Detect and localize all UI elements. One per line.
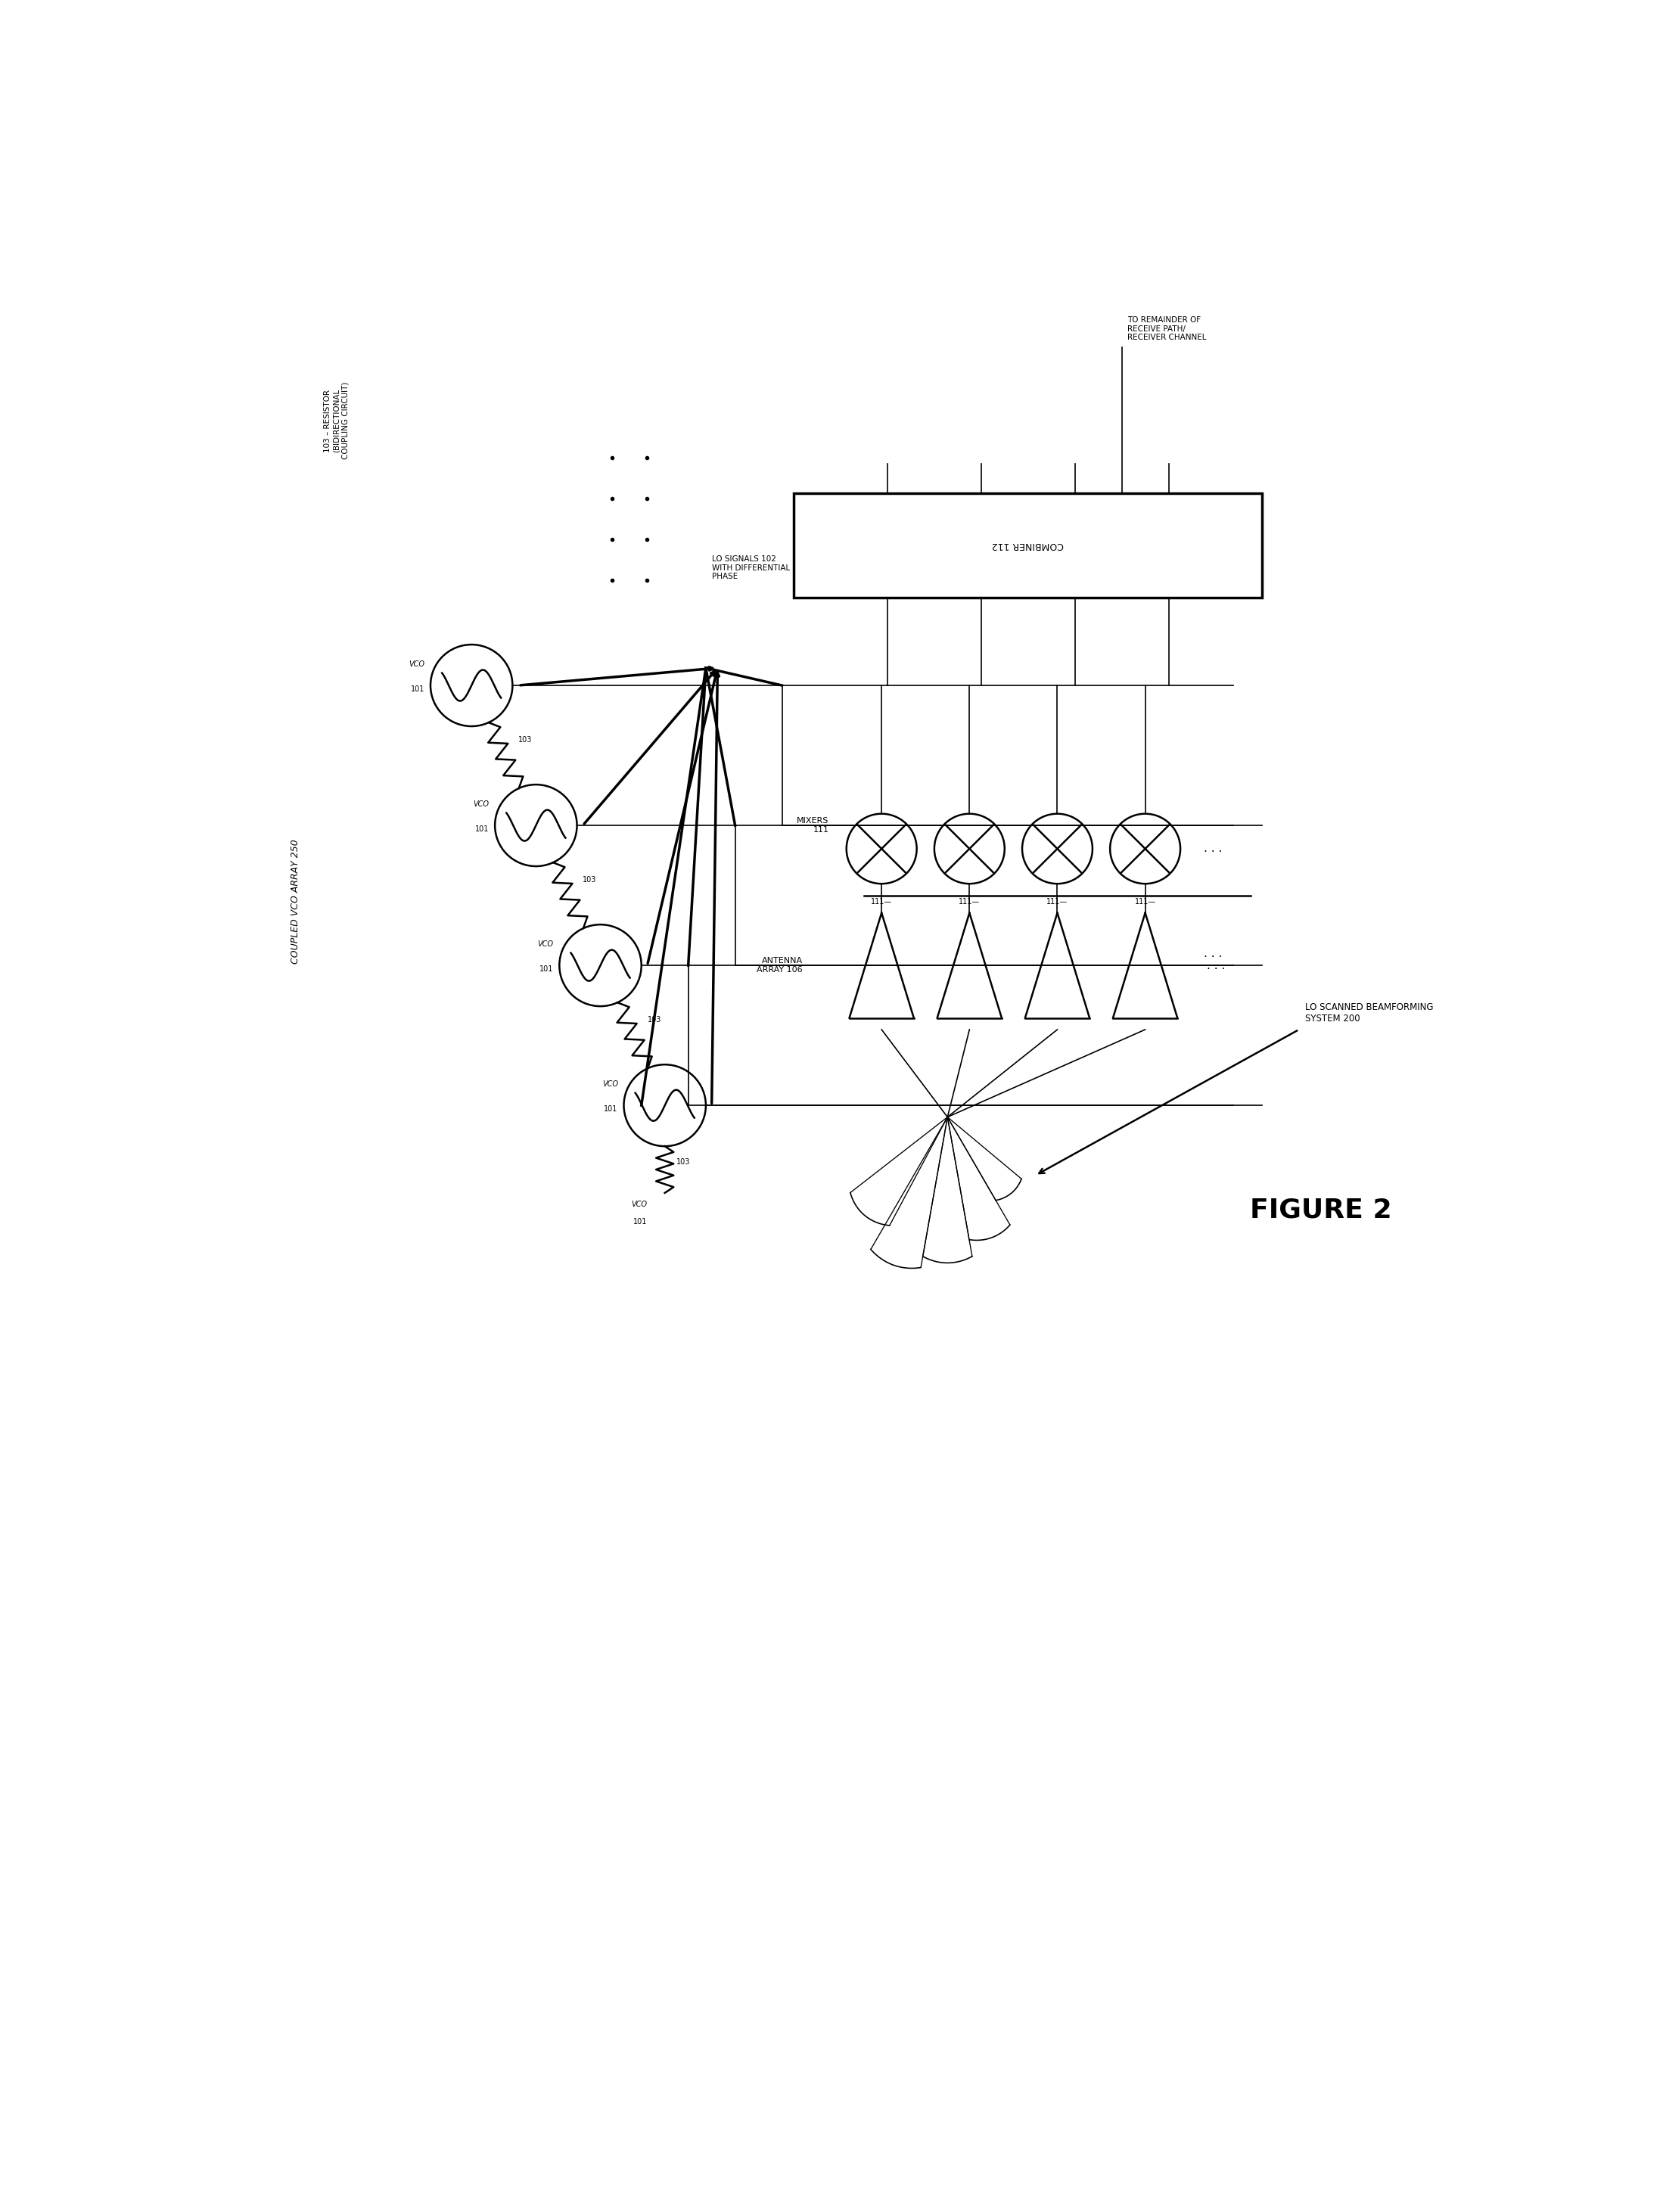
Text: 103: 103 (582, 876, 597, 885)
Bar (793, 493, 1262, 597)
Text: COUPLED VCO ARRAY 250: COUPLED VCO ARRAY 250 (291, 838, 301, 964)
Text: . . .: . . . (1207, 960, 1226, 971)
Text: 111—: 111— (960, 898, 980, 907)
Text: VCO: VCO (409, 661, 424, 668)
Text: MIXERS
111: MIXERS 111 (797, 816, 828, 834)
Text: LO SIGNALS 102
WITH DIFFERENTIAL
PHASE: LO SIGNALS 102 WITH DIFFERENTIAL PHASE (712, 555, 790, 580)
Text: 103: 103 (519, 737, 532, 743)
Text: 103: 103 (647, 1015, 662, 1024)
Text: 111—: 111— (1046, 898, 1068, 907)
Text: VCO: VCO (474, 801, 489, 807)
Text: 101: 101 (539, 964, 554, 973)
Text: COMBINER 112: COMBINER 112 (993, 540, 1064, 551)
Text: . . .: . . . (1204, 843, 1222, 854)
Text: FIGURE 2: FIGURE 2 (1251, 1197, 1392, 1223)
Text: 101: 101 (476, 825, 489, 834)
Text: . . .: . . . (1204, 949, 1222, 960)
Text: VCO: VCO (632, 1201, 647, 1208)
Text: 101: 101 (411, 686, 424, 692)
Text: 101: 101 (634, 1219, 647, 1225)
Text: VCO: VCO (537, 940, 554, 949)
Text: 111—: 111— (1134, 898, 1156, 907)
Text: LO SCANNED BEAMFORMING
SYSTEM 200: LO SCANNED BEAMFORMING SYSTEM 200 (1305, 1002, 1434, 1024)
Text: TO REMAINDER OF
RECEIVE PATH/
RECEIVER CHANNEL: TO REMAINDER OF RECEIVE PATH/ RECEIVER C… (1128, 316, 1207, 341)
Text: 101: 101 (604, 1106, 619, 1113)
Text: ANTENNA
ARRAY 106: ANTENNA ARRAY 106 (757, 958, 803, 973)
Text: VCO: VCO (602, 1079, 619, 1088)
Text: 103: 103 (677, 1157, 690, 1166)
Text: 111—: 111— (871, 898, 893, 907)
Text: 103 – RESISTOR
(BIDIRECTIONAL
COUPLING CIRCUIT): 103 – RESISTOR (BIDIRECTIONAL COUPLING C… (324, 383, 349, 460)
